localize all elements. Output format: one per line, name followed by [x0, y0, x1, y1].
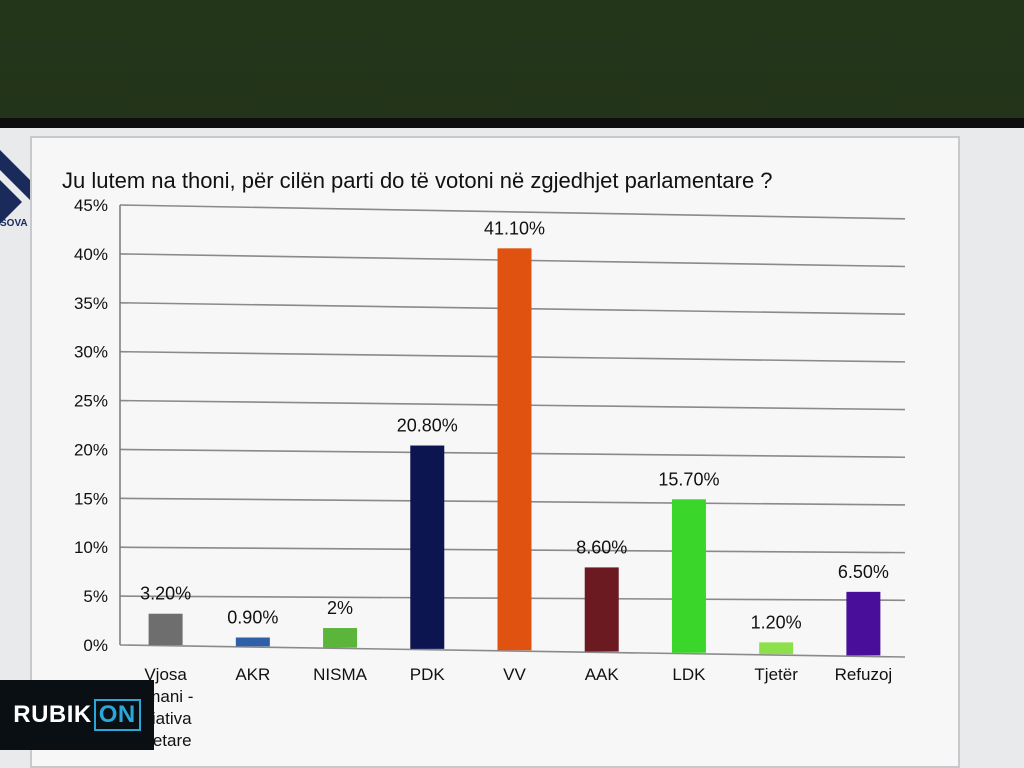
bar: [323, 628, 358, 648]
chart-title: Ju lutem na thoni, për cilën parti do të…: [62, 168, 773, 193]
y-tick-label: 15%: [74, 489, 108, 508]
data-label: 41.10%: [484, 218, 545, 238]
gridline: [119, 204, 906, 220]
bar: [410, 445, 445, 649]
data-label: 3.20%: [140, 584, 191, 604]
y-tick-label: 10%: [74, 538, 108, 557]
bar: [759, 642, 794, 655]
data-label: 6.50%: [838, 562, 889, 582]
y-tick-label: 30%: [74, 343, 108, 362]
data-label: 1.20%: [751, 612, 802, 632]
rubikon-logo-suffix: ON: [93, 699, 141, 731]
bar: [235, 637, 270, 647]
data-label: 8.60%: [576, 537, 627, 557]
y-tick-label: 25%: [74, 392, 108, 411]
data-label: 15.70%: [658, 469, 719, 489]
gridline: [119, 644, 906, 658]
x-tick-label: Tjetër: [754, 665, 798, 684]
bar: [671, 499, 706, 653]
x-tick-label: PDK: [410, 665, 446, 684]
broadcaster-logo-icon: [0, 150, 30, 224]
x-tick-label: AAK: [585, 665, 620, 684]
x-tick-label: VV: [503, 665, 526, 684]
bar: [846, 591, 881, 656]
x-tick-label: NISMA: [313, 665, 368, 684]
x-tick-label: AKR: [235, 665, 270, 684]
y-tick-label: 0%: [83, 636, 108, 655]
y-tick-label: 40%: [74, 245, 108, 264]
x-tick-label: LDK: [672, 665, 706, 684]
bar: [497, 248, 532, 651]
bar: [584, 567, 619, 652]
bar: [148, 613, 183, 645]
y-tick-label: 5%: [83, 587, 108, 606]
x-tick-label: Vjosa: [144, 665, 187, 684]
rubikon-logo-prefix: RUBIK: [13, 701, 92, 728]
rubikon-logo: RUBIK ON: [0, 680, 154, 750]
y-tick-label: 45%: [74, 196, 108, 215]
x-tick-label: Refuzoj: [835, 665, 893, 684]
rubikon-logo-text: RUBIK ON: [13, 699, 141, 731]
data-label: 20.80%: [397, 416, 458, 436]
y-tick-label: 35%: [74, 294, 108, 313]
data-label: 2%: [327, 598, 353, 618]
data-label: 0.90%: [227, 608, 278, 628]
broadcaster-logo-text: SOVA: [0, 218, 28, 229]
y-tick-label: 20%: [74, 440, 108, 459]
chart-slide: [30, 136, 960, 768]
